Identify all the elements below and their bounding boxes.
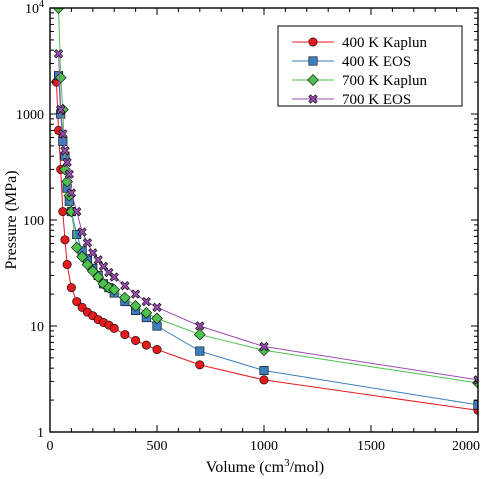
x-tick-label: 1500 — [357, 439, 385, 454]
legend-label: 700 K Kaplun — [342, 73, 427, 89]
data-point — [88, 248, 98, 258]
data-point — [141, 296, 151, 307]
data-point — [60, 235, 70, 245]
data-point — [109, 323, 119, 333]
data-point — [54, 71, 67, 84]
series-1 — [54, 71, 478, 410]
data-point — [98, 261, 109, 272]
legend-label: 700 K EOS — [342, 92, 411, 108]
data-point — [66, 188, 77, 198]
data-point — [259, 341, 269, 352]
data-point — [195, 346, 205, 356]
series-line — [55, 82, 478, 411]
x-tick-label: 500 — [147, 439, 168, 454]
data-point — [152, 345, 162, 355]
data-point — [140, 307, 153, 319]
legend-marker — [308, 37, 318, 47]
x-axis-title: Volume (cm3/mol) — [206, 457, 325, 476]
series-3 — [53, 49, 478, 385]
series-layer — [51, 8, 478, 415]
data-point — [93, 255, 103, 265]
y-tick-label: 1000 — [16, 108, 44, 123]
y-tick-label: 1 — [37, 426, 44, 441]
x-tick-label: 2000 — [452, 439, 480, 454]
data-point — [92, 271, 104, 283]
y-tick-label: 10 — [30, 320, 44, 335]
data-point — [62, 260, 72, 270]
x-tick-label: 1000 — [250, 439, 278, 454]
legend-marker — [308, 94, 318, 104]
legend-box — [277, 25, 463, 107]
data-point — [120, 330, 130, 340]
legend-label: 400 K Kaplun — [342, 35, 427, 51]
ticks-layer — [49, 7, 479, 433]
data-point — [62, 157, 72, 167]
data-point — [82, 238, 93, 248]
data-point — [259, 366, 269, 376]
data-point — [151, 312, 163, 325]
data-point — [130, 289, 141, 299]
series-0 — [51, 77, 478, 415]
data-point — [53, 49, 64, 59]
data-point — [97, 277, 110, 290]
data-point — [473, 375, 478, 385]
series-line — [58, 75, 478, 406]
data-point — [81, 258, 94, 271]
data-point — [195, 321, 205, 331]
data-point — [58, 129, 68, 139]
data-point — [108, 283, 121, 296]
data-point — [195, 360, 205, 370]
legend: 400 K Kaplun 400 K EOS 700 K Kaplun 700 K E… — [277, 25, 463, 108]
data-point — [72, 206, 82, 217]
data-point — [76, 250, 88, 263]
y-axis-title: Pressure (MPa) — [3, 170, 20, 269]
y-tick-label-top: 104 — [25, 0, 44, 17]
y-tick-label: 100 — [23, 214, 44, 229]
x-tick-label: 0 — [47, 439, 54, 454]
labels-layer: 0 500 1000 1500 2000 1 10 100 1000 — [16, 108, 480, 454]
data-point — [86, 265, 99, 277]
data-point — [141, 340, 151, 350]
data-point — [120, 281, 130, 291]
data-point — [131, 335, 141, 345]
data-point — [60, 146, 70, 156]
legend-marker — [308, 56, 318, 66]
data-point — [66, 283, 76, 293]
data-point — [58, 137, 68, 147]
data-point — [193, 328, 206, 341]
data-point — [77, 227, 87, 237]
data-point — [119, 291, 131, 304]
legend-marker — [307, 74, 319, 86]
data-point — [129, 300, 142, 312]
data-point — [152, 302, 162, 312]
data-point — [70, 241, 83, 254]
data-point — [72, 297, 82, 307]
data-point — [259, 375, 269, 385]
data-point — [109, 272, 119, 282]
data-point — [64, 169, 74, 179]
legend-label: 400 K EOS — [342, 54, 411, 70]
data-point — [56, 104, 66, 115]
data-point — [52, 8, 65, 14]
